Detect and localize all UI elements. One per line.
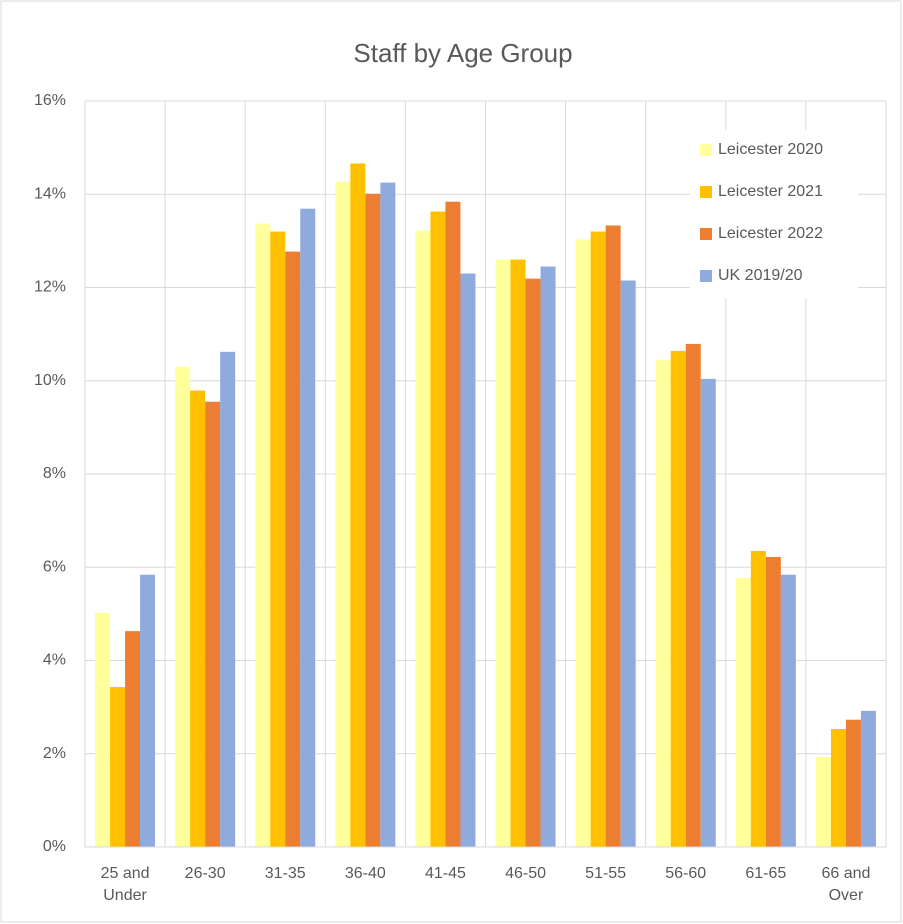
bar — [670, 350, 686, 847]
y-tick-label: 10% — [34, 372, 66, 389]
bar — [140, 574, 156, 847]
bar — [205, 401, 221, 847]
chart-title: Staff by Age Group — [353, 38, 572, 68]
bar — [750, 550, 766, 847]
bar — [540, 266, 556, 847]
bar — [655, 359, 671, 847]
x-tick-label: 26-30 — [184, 865, 226, 882]
bar — [380, 182, 396, 847]
x-tick-label: 66 and Over — [821, 865, 871, 904]
legend-swatch — [700, 144, 712, 156]
bar — [285, 251, 301, 847]
bar — [700, 378, 716, 847]
x-tick-label: 56-60 — [665, 865, 707, 882]
y-tick-label: 12% — [34, 279, 66, 296]
bar — [110, 687, 126, 847]
bar — [300, 208, 316, 848]
y-tick-label: 0% — [43, 838, 66, 855]
y-tick-label: 8% — [43, 465, 66, 482]
bar — [765, 556, 781, 847]
legend-label: Leicester 2020 — [718, 141, 823, 158]
bar — [350, 163, 366, 848]
legend-swatch — [700, 186, 712, 198]
bar — [830, 729, 846, 847]
bar — [575, 239, 591, 847]
x-tick-label: 51-55 — [585, 865, 627, 882]
y-tick-label: 16% — [34, 92, 66, 109]
bar — [125, 631, 141, 847]
bar — [495, 259, 511, 847]
bar — [735, 577, 751, 847]
bar — [270, 231, 286, 848]
bar — [605, 225, 621, 847]
bar — [815, 757, 831, 847]
x-tick-label: 36-40 — [344, 865, 386, 882]
bar — [685, 343, 701, 847]
bar — [510, 259, 526, 847]
bar — [445, 201, 461, 847]
legend-label: Leicester 2022 — [718, 225, 823, 242]
bar — [175, 366, 191, 847]
bar — [620, 280, 636, 848]
legend-label: UK 2019/20 — [718, 267, 803, 284]
bar — [365, 193, 381, 847]
bar — [590, 231, 606, 848]
bar — [190, 390, 206, 847]
bar — [255, 223, 271, 847]
bar — [95, 612, 111, 847]
y-tick-label: 6% — [43, 558, 66, 575]
bar — [220, 351, 236, 847]
y-tick-label: 2% — [43, 745, 66, 762]
legend-label: Leicester 2021 — [718, 183, 823, 200]
y-tick-label: 14% — [34, 185, 66, 202]
x-tick-label: 61-65 — [745, 865, 787, 882]
x-tick-label: 31-35 — [264, 865, 306, 882]
bar — [460, 273, 476, 847]
x-tick-label: 41-45 — [424, 865, 466, 882]
bar — [525, 278, 541, 847]
legend-swatch — [700, 270, 712, 282]
legend-swatch — [700, 228, 712, 240]
bar — [860, 710, 876, 847]
bar — [430, 211, 446, 848]
bar — [335, 181, 351, 847]
x-tick-label: 46-50 — [505, 865, 546, 882]
x-tick-label: 25 and Under — [100, 865, 150, 904]
y-tick-label: 4% — [43, 652, 66, 669]
bar — [780, 574, 796, 847]
bar — [415, 230, 431, 847]
legend-box — [690, 130, 858, 298]
bar — [845, 719, 861, 847]
